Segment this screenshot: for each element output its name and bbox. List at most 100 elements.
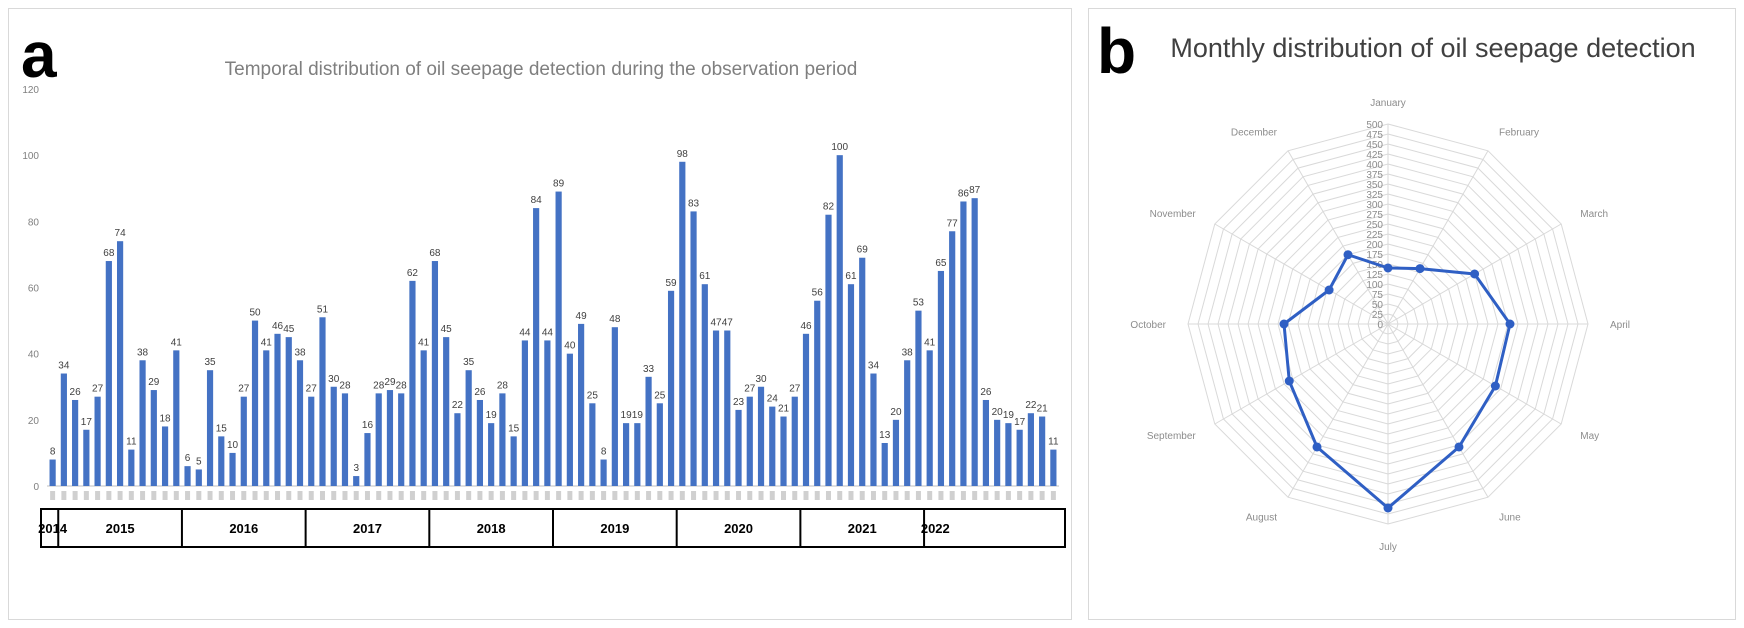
bar-data-label: 89 [553,179,565,190]
bar [465,370,472,486]
month-axis-label: April [1610,320,1630,331]
bar [533,208,540,486]
month-tick-label [230,491,236,500]
radar-chart-panel: b Monthly distribution of oil seepage de… [1088,8,1736,620]
bar [825,214,832,486]
bar [712,330,720,486]
bar-data-label: 21 [1037,404,1049,415]
bar [184,466,191,486]
month-tick-label [870,491,876,500]
bar-data-label: 62 [407,268,419,279]
bar [150,390,157,486]
bar [544,340,551,486]
month-tick-label [499,491,505,500]
bar [173,350,180,486]
bar-data-label: 25 [587,390,599,401]
bar-data-label: 22 [1025,400,1037,411]
month-tick-label [387,491,393,500]
bar [94,396,101,486]
year-label: 2018 [477,521,506,536]
bar-data-label: 17 [81,417,93,428]
month-tick-label [646,491,652,500]
bar [904,360,911,486]
bar-data-label: 27 [789,384,801,395]
month-tick-label [758,491,764,500]
bar [769,406,776,486]
month-tick-label [679,491,685,500]
radar-tick-label: 175 [1366,250,1383,261]
bar-data-label: 30 [328,374,340,385]
bar-data-label: 29 [384,377,396,388]
month-tick-label [50,491,56,500]
bar [240,396,247,486]
bar [161,426,169,486]
bar-data-label: 8 [601,447,607,458]
bar-data-label: 48 [609,314,621,325]
year-label: 2020 [724,521,753,536]
radar-spoke [1387,323,1562,425]
year-label: 2016 [229,521,258,536]
month-tick-label [623,491,629,500]
bar-data-label: 47 [722,318,734,329]
month-tick-label [297,491,303,500]
radar-spoke [1387,150,1489,325]
bar [263,350,270,486]
bar [1027,413,1034,486]
bar [488,423,495,486]
month-tick-label [960,491,966,500]
bar [229,452,236,486]
month-tick-label [83,491,89,500]
bar-data-label: 46 [272,321,284,332]
bar-data-label: 28 [396,380,408,391]
bar [454,413,461,486]
month-tick-label [781,491,787,500]
bar [589,403,596,486]
radar-tick-label: 250 [1366,220,1383,231]
bar-data-label: 10 [227,440,239,451]
bar-data-label: 24 [767,394,779,405]
bar [521,340,528,486]
bar-data-label: 56 [812,288,824,299]
bar-data-label: 20 [890,407,902,418]
month-tick-label [904,491,910,500]
month-tick-label [196,491,202,500]
radar-tick-label: 125 [1366,270,1383,281]
month-tick-label [409,491,415,500]
bar [892,419,900,486]
y-tick-label: 0 [33,482,39,493]
year-label: 2019 [600,521,629,536]
radar-point [1490,381,1500,391]
bar-data-label: 65 [935,258,947,269]
bar-data-label: 35 [204,357,216,368]
month-tick-label [432,491,438,500]
month-tick-label [859,491,865,500]
month-tick-label [668,491,674,500]
bar [386,390,394,486]
radar-tick-label: 325 [1366,190,1383,201]
month-tick-label [207,491,213,500]
bar-data-label: 34 [868,361,880,372]
radar-tick-label: 200 [1366,240,1383,251]
month-tick-label [263,491,269,500]
bar [611,327,618,486]
bar [139,360,146,486]
bar [218,436,225,486]
radar-tick-label: 300 [1366,200,1383,211]
month-tick-label [938,491,944,500]
month-tick-label [657,491,663,500]
month-tick-label [567,491,573,500]
bar [780,416,787,486]
month-tick-label [522,491,528,500]
bar [443,337,450,486]
radar-point [1383,263,1393,273]
month-tick-label [972,491,978,500]
radar-spoke [1287,150,1389,325]
bar [566,353,573,486]
month-axis-label: July [1379,542,1397,553]
month-tick-label [95,491,101,500]
month-tick-label [882,491,888,500]
bar [915,310,922,486]
radar-tick-label: 350 [1366,180,1383,191]
bar [859,257,866,486]
month-tick-label [477,491,483,500]
